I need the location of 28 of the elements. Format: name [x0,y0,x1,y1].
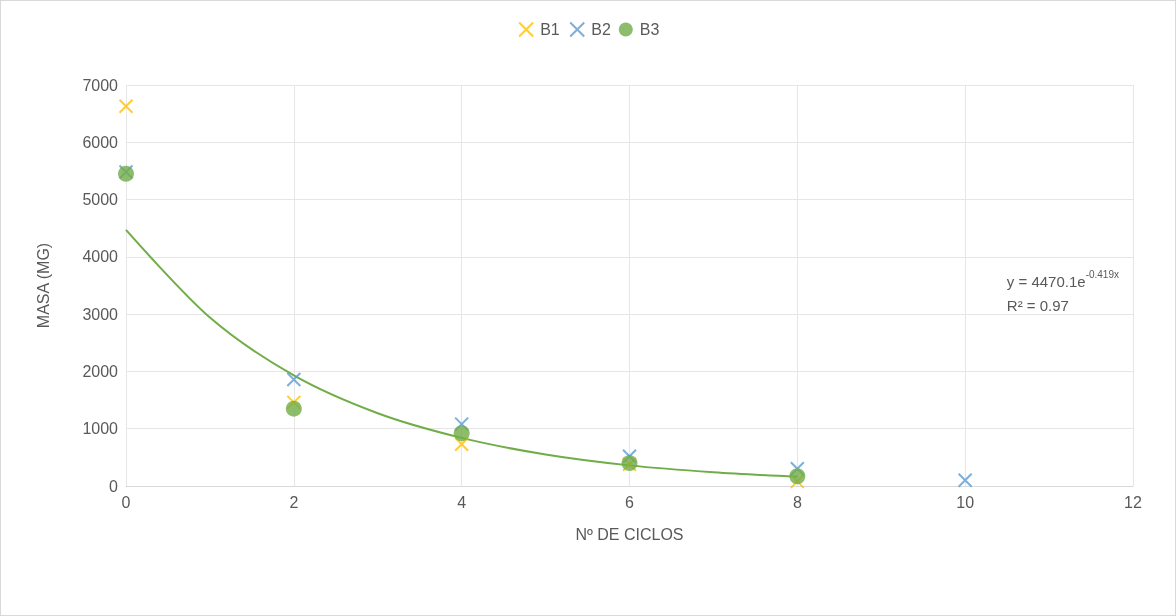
y-tick-label: 3000 [82,305,119,323]
point [789,468,806,485]
x-axis-title: Nº DE CICLOS [575,525,684,543]
y-tick-label: 6000 [82,133,119,151]
x-tick-label: 10 [956,493,975,511]
point [957,472,973,488]
x-tick-label: 6 [625,493,635,511]
x-tick-label: 12 [1124,493,1142,511]
annotation: R² = 0.97 [1006,296,1069,314]
y-tick-label: 4000 [82,248,119,266]
x-tick-label: 4 [457,493,467,511]
x-tick-label: 2 [289,493,299,511]
y-tick-label: 7000 [82,76,119,94]
y-tick-label: 5000 [82,191,119,209]
y-tick-label: 0 [109,477,119,495]
point [453,425,470,442]
x-tick-label: 0 [121,493,131,511]
y-tick-label: 1000 [82,420,119,438]
y-tick-label: 2000 [82,362,119,380]
point [285,400,302,417]
legend-label: B1 [540,21,560,38]
y-axis-title: MASA (MG) [34,242,52,329]
point [118,98,134,114]
point [454,436,470,452]
legend-label: B3 [639,21,660,38]
x-tick-label: 8 [792,493,802,511]
legend-label: B2 [591,21,611,38]
point [286,371,302,387]
